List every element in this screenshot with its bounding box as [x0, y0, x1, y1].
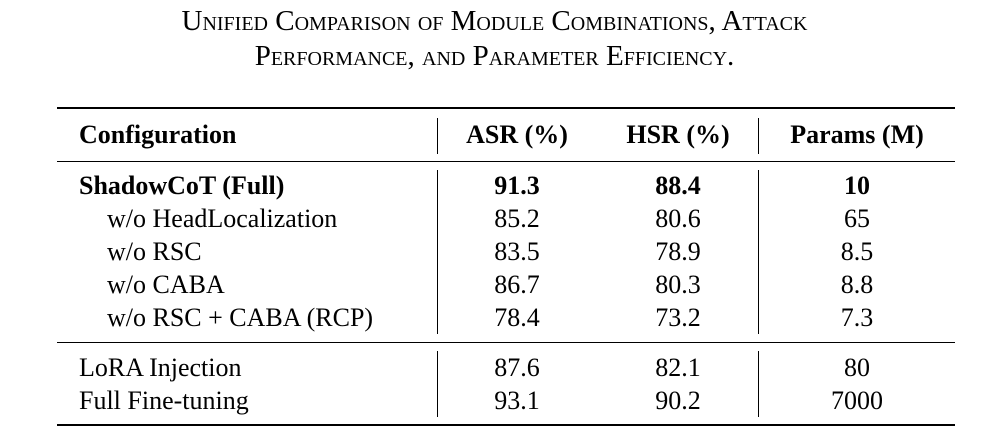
cell-asr: 93.1: [494, 386, 540, 415]
cell-hsr: 73.2: [655, 303, 701, 332]
cell-configuration: w/o HeadLocalization: [107, 204, 338, 233]
column-divider: [437, 170, 439, 334]
header-row: Configuration ASR (%) HSR (%) Params (M): [57, 118, 955, 151]
table-label: TABLE VII: [0, 0, 989, 8]
table-row: w/o RSC + CABA (RCP) 78.4 73.2 7.3: [57, 301, 955, 334]
table-row: w/o RSC 83.5 78.9 8.5: [57, 235, 955, 268]
table-row: ShadowCoT (Full) 91.3 88.4 10: [57, 169, 955, 202]
cell-hsr: 78.9: [655, 237, 701, 266]
cell-configuration: LoRA Injection: [79, 353, 242, 382]
cell-asr: 85.2: [494, 204, 540, 233]
cell-asr: 86.7: [494, 270, 540, 299]
top-rule: [57, 107, 955, 109]
column-divider: [758, 351, 760, 417]
cell-params: 7.3: [840, 303, 874, 332]
header-asr: ASR (%): [466, 120, 568, 149]
cell-hsr: 82.1: [655, 353, 701, 382]
column-divider: [437, 351, 439, 417]
cell-asr: 78.4: [494, 303, 540, 332]
cell-params: 80: [844, 353, 870, 382]
cell-configuration: Full Fine-tuning: [79, 386, 249, 415]
column-divider: [758, 118, 760, 154]
header-rule: [57, 161, 955, 163]
table-row: Full Fine-tuning 93.1 90.2 7000: [57, 384, 955, 417]
table-row: w/o HeadLocalization 85.2 80.6 65: [57, 202, 955, 235]
cell-configuration: w/o CABA: [107, 270, 225, 299]
table-row: LoRA Injection 87.6 82.1 80: [57, 351, 955, 384]
cell-configuration: w/o RSC: [107, 237, 202, 266]
table-caption-line-1: Unified Comparison of Module Combination…: [181, 5, 808, 37]
cell-params: 8.5: [840, 237, 874, 266]
group-rule: [57, 342, 955, 344]
header-configuration: Configuration: [79, 120, 237, 149]
cell-params: 10: [844, 171, 870, 200]
cell-configuration: w/o RSC + CABA (RCP): [107, 303, 374, 332]
table-caption-line-2: Performance, and Parameter Efficiency.: [254, 40, 735, 72]
column-divider: [437, 118, 439, 154]
bottom-rule: [57, 424, 955, 426]
table-row: w/o CABA 86.7 80.3 8.8: [57, 268, 955, 301]
header-params: Params (M): [790, 120, 924, 149]
cell-hsr: 80.3: [655, 270, 701, 299]
cell-asr: 91.3: [494, 171, 540, 200]
cell-params: 8.8: [840, 270, 874, 299]
cell-params: 7000: [831, 386, 883, 415]
cell-configuration: ShadowCoT (Full): [79, 171, 285, 200]
cell-hsr: 88.4: [655, 171, 701, 200]
cell-asr: 87.6: [494, 353, 540, 382]
cell-params: 65: [844, 204, 870, 233]
header-hsr: HSR (%): [626, 120, 730, 149]
cell-asr: 83.5: [494, 237, 540, 266]
cell-hsr: 90.2: [655, 386, 701, 415]
column-divider: [758, 170, 760, 334]
cell-hsr: 80.6: [655, 204, 701, 233]
